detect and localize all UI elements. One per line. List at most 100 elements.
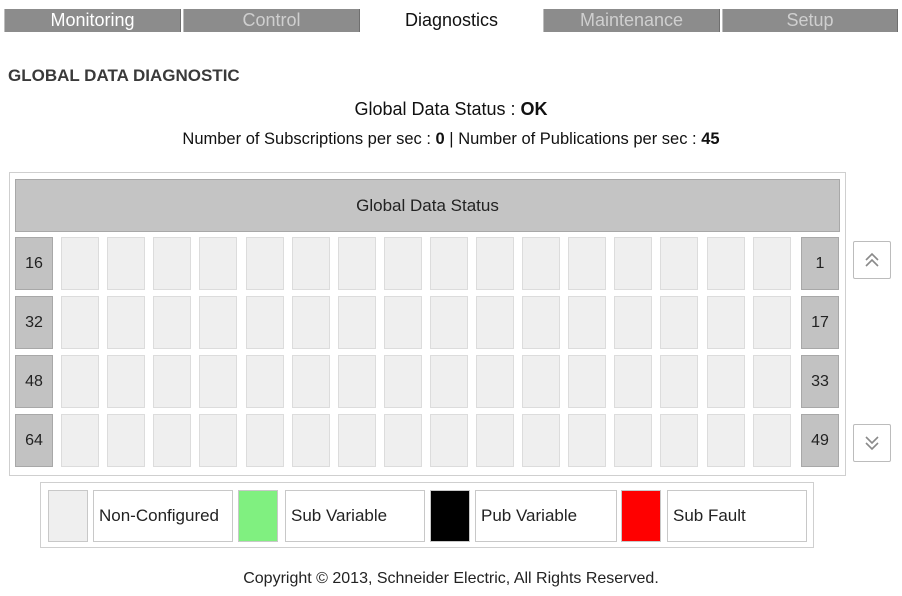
status-cell — [522, 414, 560, 467]
status-cell — [292, 296, 330, 349]
copyright: Copyright © 2013, Schneider Electric, Al… — [243, 570, 659, 587]
status-cell — [476, 414, 514, 467]
row-end-label: 1 — [801, 237, 839, 290]
status-cell — [246, 355, 284, 408]
publications-value: 45 — [701, 130, 720, 148]
status-cell — [614, 355, 652, 408]
legend-label-non-configured: Non-Configured — [93, 490, 233, 542]
status-value: OK — [520, 99, 548, 119]
grid-row: 48 33 — [15, 355, 840, 408]
status-cell — [384, 355, 422, 408]
status-cell — [660, 296, 698, 349]
row-end-label: 17 — [801, 296, 839, 349]
status-cell — [614, 237, 652, 290]
status-cell — [246, 296, 284, 349]
status-cell — [107, 237, 145, 290]
scroll-up-button[interactable] — [853, 241, 891, 279]
status-cell — [292, 414, 330, 467]
publications-label: Number of Publications per sec : — [458, 130, 702, 148]
status-cell — [292, 355, 330, 408]
status-cell — [338, 296, 376, 349]
status-cell — [153, 237, 191, 290]
status-cell — [568, 414, 606, 467]
status-cell — [153, 296, 191, 349]
page-title: GLOBAL DATA DIAGNOSTIC — [8, 66, 240, 85]
grid-header: Global Data Status — [15, 179, 840, 232]
row-start-label: 48 — [15, 355, 53, 408]
status-cell — [246, 414, 284, 467]
row-start-label: 32 — [15, 296, 53, 349]
row-end-label: 33 — [801, 355, 839, 408]
status-cell — [430, 296, 468, 349]
status-cell — [753, 414, 791, 467]
status-cell — [707, 355, 745, 408]
status-cell — [384, 414, 422, 467]
status-cell — [660, 414, 698, 467]
status-cell — [199, 414, 237, 467]
status-cell — [522, 237, 560, 290]
status-cell — [522, 355, 560, 408]
status-cell — [107, 355, 145, 408]
subscriptions-label: Number of Subscriptions per sec : — [182, 130, 436, 148]
tab-setup[interactable]: Setup — [722, 9, 898, 32]
status-cell — [246, 237, 284, 290]
status-cell — [107, 414, 145, 467]
legend-swatch-pub-variable — [430, 490, 470, 542]
status-cell — [61, 414, 99, 467]
status-cell — [614, 414, 652, 467]
status-cell — [568, 355, 606, 408]
status-cell — [338, 355, 376, 408]
row-end-label: 49 — [801, 414, 839, 467]
subscriptions-value: 0 — [435, 130, 445, 148]
status-cell — [660, 237, 698, 290]
tab-bar: Monitoring Control Diagnostics Maintenan… — [4, 9, 898, 32]
grid-row: 16 1 — [15, 237, 840, 290]
row-start-label: 64 — [15, 414, 53, 467]
status-cell — [707, 296, 745, 349]
status-cell — [522, 296, 560, 349]
status-cell — [660, 355, 698, 408]
double-chevron-up-icon — [865, 252, 879, 267]
status-cell — [476, 296, 514, 349]
global-data-status-line: Global Data Status : OK — [0, 99, 902, 120]
scroll-down-button[interactable] — [853, 424, 891, 462]
status-cell — [476, 355, 514, 408]
rates-line: Number of Subscriptions per sec : 0 | Nu… — [0, 130, 902, 149]
status-cell — [199, 296, 237, 349]
legend-label-sub-variable: Sub Variable — [285, 490, 425, 542]
status-cell — [707, 414, 745, 467]
status-cell — [61, 296, 99, 349]
status-cell — [430, 414, 468, 467]
grid-row: 64 49 — [15, 414, 840, 467]
legend-swatch-sub-fault — [621, 490, 661, 542]
status-cell — [430, 355, 468, 408]
status-cell — [384, 237, 422, 290]
status-cell — [430, 237, 468, 290]
status-cell — [153, 355, 191, 408]
status-cell — [753, 237, 791, 290]
status-cell — [338, 414, 376, 467]
status-cell — [107, 296, 145, 349]
status-cell — [338, 237, 376, 290]
legend-swatch-non-configured — [48, 490, 88, 542]
legend: Non-Configured Sub Variable Pub Variable… — [40, 482, 814, 548]
status-cell — [707, 237, 745, 290]
status-cell — [568, 237, 606, 290]
status-cell — [384, 296, 422, 349]
tab-control[interactable]: Control — [183, 9, 360, 32]
legend-swatch-sub-variable — [238, 490, 278, 542]
tab-monitoring[interactable]: Monitoring — [4, 9, 181, 32]
status-cell — [153, 414, 191, 467]
tab-maintenance[interactable]: Maintenance — [543, 9, 720, 32]
legend-label-pub-variable: Pub Variable — [475, 490, 617, 542]
tab-diagnostics[interactable]: Diagnostics — [362, 9, 541, 32]
status-cell — [614, 296, 652, 349]
global-data-grid: Global Data Status 16 1 32 17 48 33 64 49 — [9, 172, 846, 476]
status-cell — [292, 237, 330, 290]
status-cell — [61, 237, 99, 290]
double-chevron-down-icon — [865, 436, 879, 451]
status-label: Global Data Status : — [354, 99, 521, 119]
status-cell — [753, 355, 791, 408]
status-cell — [476, 237, 514, 290]
status-cell — [753, 296, 791, 349]
